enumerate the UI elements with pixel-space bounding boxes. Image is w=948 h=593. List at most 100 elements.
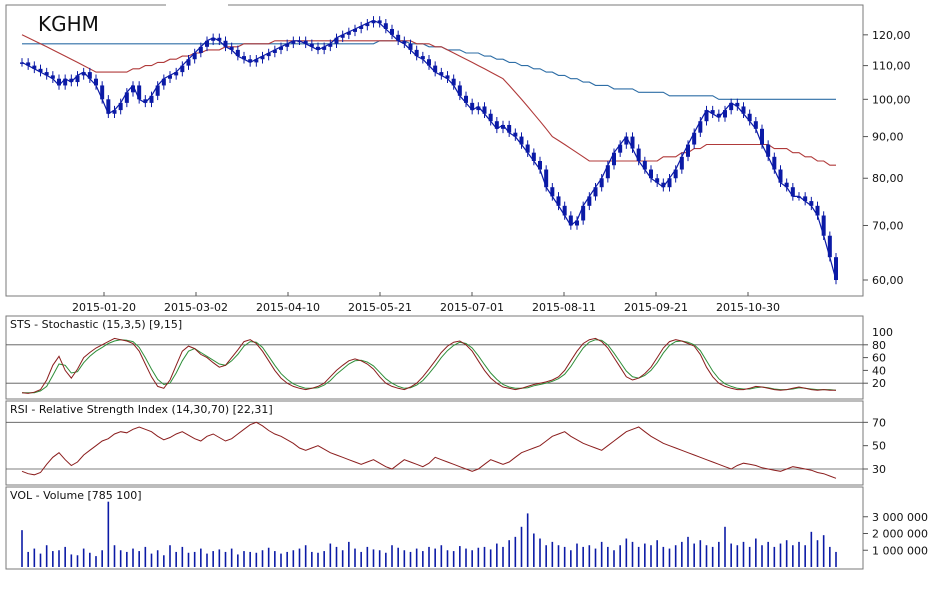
title-tab-gap bbox=[166, 3, 228, 7]
candle-body bbox=[741, 106, 746, 114]
candle-body bbox=[451, 78, 456, 86]
candle-body bbox=[353, 28, 357, 32]
candle-body bbox=[630, 136, 635, 149]
candle-body bbox=[168, 75, 172, 79]
candle-body bbox=[223, 40, 228, 47]
candle-body bbox=[94, 78, 98, 86]
candle-body bbox=[815, 205, 820, 216]
candle-body bbox=[550, 187, 555, 197]
candle-body bbox=[556, 196, 561, 206]
candle-body bbox=[303, 40, 308, 44]
candle-body bbox=[291, 40, 296, 44]
candle-body bbox=[334, 37, 339, 44]
candle-body bbox=[371, 20, 376, 24]
candle-body bbox=[612, 152, 616, 166]
candle-body bbox=[20, 62, 24, 64]
candle-body bbox=[106, 99, 111, 114]
candle-body bbox=[50, 75, 55, 79]
candle-body bbox=[266, 52, 271, 57]
candle-body bbox=[198, 46, 203, 53]
rsi-panel-frame bbox=[5, 400, 864, 486]
candle-body bbox=[180, 65, 185, 73]
candle-body bbox=[235, 49, 240, 57]
candle-body bbox=[63, 78, 68, 86]
candle-body bbox=[396, 34, 401, 41]
price-tick-label: 90,00 bbox=[872, 131, 904, 144]
candle-body bbox=[525, 144, 530, 153]
stochastic-slow-path bbox=[22, 339, 837, 394]
candle-body bbox=[501, 124, 505, 129]
candle-body bbox=[778, 169, 783, 183]
candle-body bbox=[32, 65, 37, 69]
stochastic-tick-label: 60 bbox=[872, 352, 886, 365]
candle-body bbox=[137, 85, 142, 100]
price-tick-label: 100,00 bbox=[872, 93, 911, 106]
candle-body bbox=[599, 178, 604, 188]
candle-body bbox=[69, 78, 74, 83]
candle-body bbox=[192, 52, 197, 60]
date-tick-label: 2015-04-10 bbox=[256, 301, 320, 314]
rsi-tick-label: 70 bbox=[872, 416, 886, 429]
date-tick-label: 2015-01-20 bbox=[72, 301, 136, 314]
date-tick-label: 2015-08-11 bbox=[532, 301, 596, 314]
candle-body bbox=[383, 23, 388, 29]
candle-body bbox=[464, 95, 468, 103]
candle-body bbox=[272, 49, 277, 53]
stochastic-label: STS - Stochastic (15,3,5) [9,15] bbox=[10, 318, 182, 331]
candle-body bbox=[359, 26, 364, 29]
rsi-tick-label: 30 bbox=[872, 463, 886, 476]
candle-body bbox=[217, 37, 222, 41]
candle-body bbox=[507, 124, 512, 133]
candle-body bbox=[242, 56, 246, 60]
price-tick-label: 80,00 bbox=[872, 172, 904, 185]
candle-body bbox=[723, 110, 727, 118]
candle-body bbox=[790, 187, 795, 197]
close-path bbox=[21, 19, 837, 281]
candle-body bbox=[605, 165, 610, 179]
candle-body bbox=[482, 106, 487, 114]
candle-body bbox=[698, 121, 703, 133]
candle-body bbox=[476, 106, 481, 111]
stochastic-tick-label: 80 bbox=[872, 339, 886, 352]
candle-body bbox=[747, 113, 752, 122]
candle-body bbox=[729, 102, 734, 111]
candle-body bbox=[710, 110, 715, 114]
candle-body bbox=[457, 85, 462, 96]
candle-body bbox=[75, 75, 80, 83]
candle-body bbox=[587, 196, 592, 206]
rsi-panel: RSI - Relative Strength Index (14,30,70)… bbox=[5, 400, 886, 486]
candle-body bbox=[544, 169, 549, 188]
date-tick-label: 2015-05-21 bbox=[348, 301, 412, 314]
candle-body bbox=[735, 102, 740, 107]
candle-body bbox=[575, 220, 579, 226]
stochastic-fast-path bbox=[21, 337, 836, 394]
candle-body bbox=[414, 49, 419, 57]
candle-body bbox=[124, 92, 129, 103]
candle-body bbox=[704, 110, 709, 122]
candle-body bbox=[618, 144, 623, 153]
candle-body bbox=[716, 113, 721, 118]
stochastic-lines bbox=[21, 337, 837, 394]
candle-body bbox=[673, 169, 678, 179]
candle-body bbox=[624, 136, 629, 145]
stochastic-panel: STS - Stochastic (15,3,5) [9,15] 2040608… bbox=[5, 315, 893, 400]
candle-body bbox=[821, 215, 826, 236]
price-tick-label: 110,00 bbox=[872, 60, 911, 73]
candle-body bbox=[519, 136, 524, 145]
candle-body bbox=[593, 187, 598, 197]
candle-body bbox=[408, 43, 413, 50]
candle-body bbox=[38, 68, 43, 73]
candle-body bbox=[161, 78, 166, 86]
volume-y-axis: 1 000 000 2 000 000 3 000 000 bbox=[863, 511, 928, 557]
moving-average-short-line bbox=[21, 34, 836, 166]
candle-body bbox=[803, 196, 808, 202]
volume-tick-label: 2 000 000 bbox=[872, 528, 928, 541]
candle-body bbox=[322, 46, 327, 50]
candle-body bbox=[149, 95, 154, 103]
candle-body bbox=[433, 65, 438, 73]
candle-body bbox=[649, 169, 653, 179]
price-y-axis: 60,00 70,00 80,00 90,00 100,00 110,00 120,00 bbox=[863, 29, 911, 287]
price-tick-label: 120,00 bbox=[872, 29, 911, 42]
